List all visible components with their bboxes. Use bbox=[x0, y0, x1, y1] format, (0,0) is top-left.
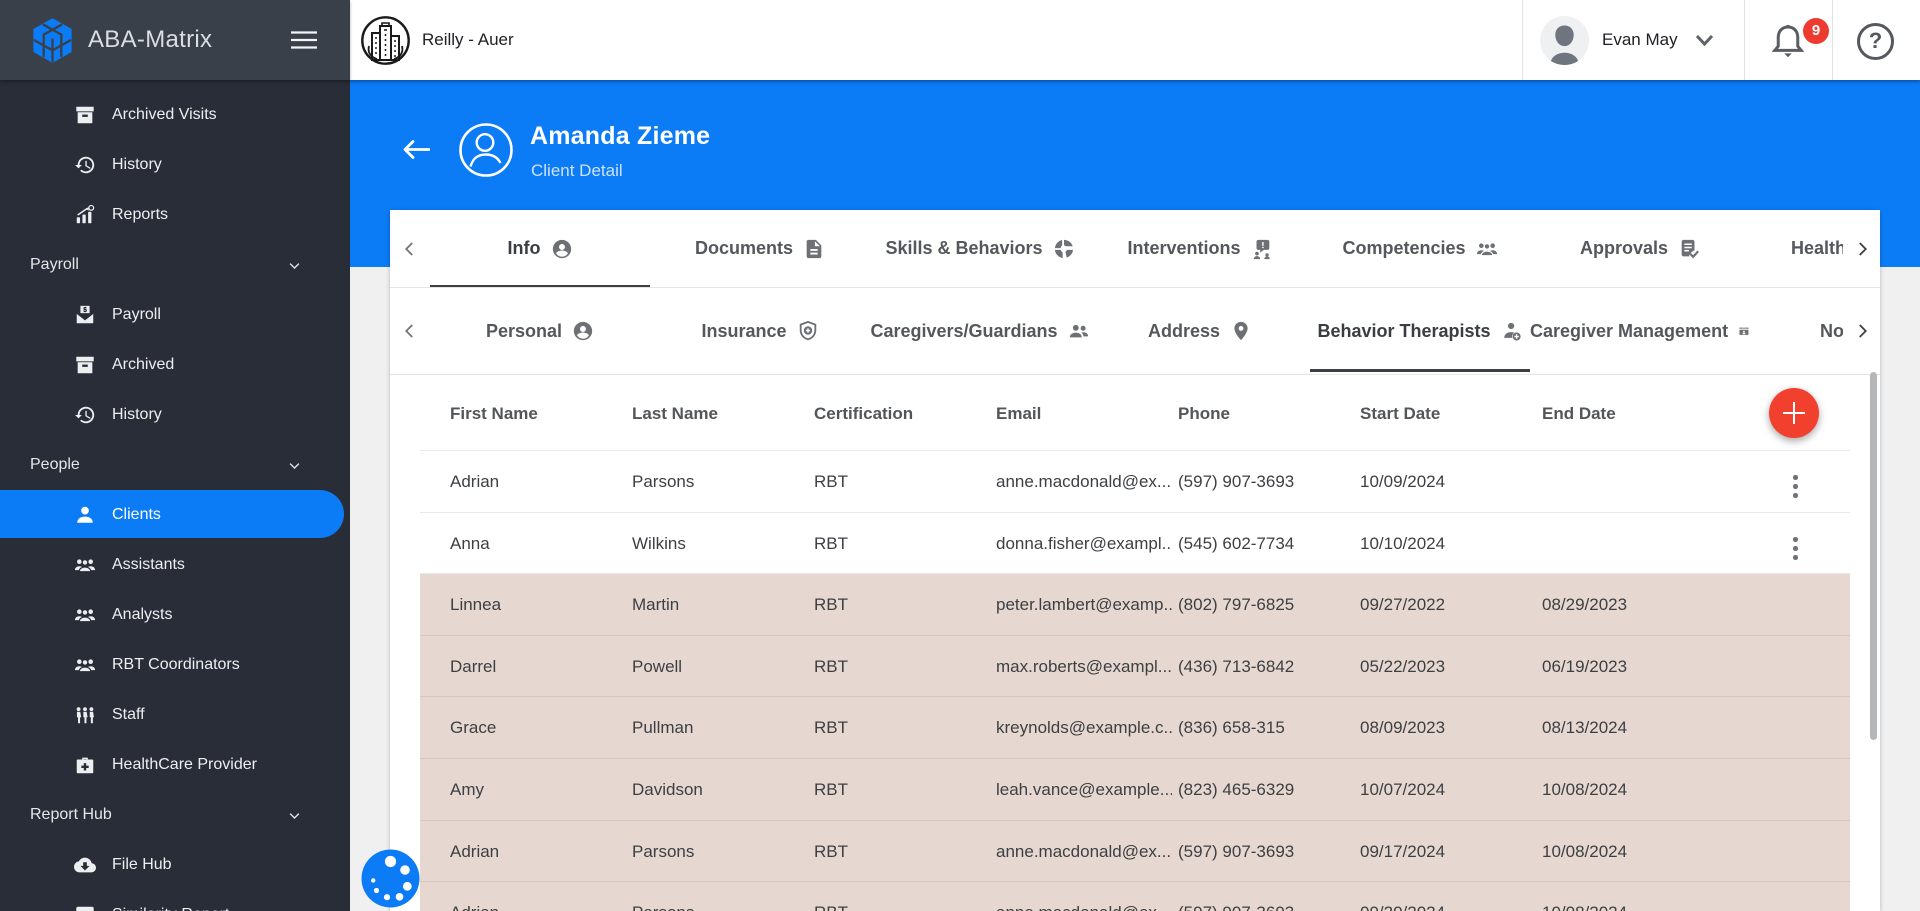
svg-text:$: $ bbox=[83, 307, 87, 314]
